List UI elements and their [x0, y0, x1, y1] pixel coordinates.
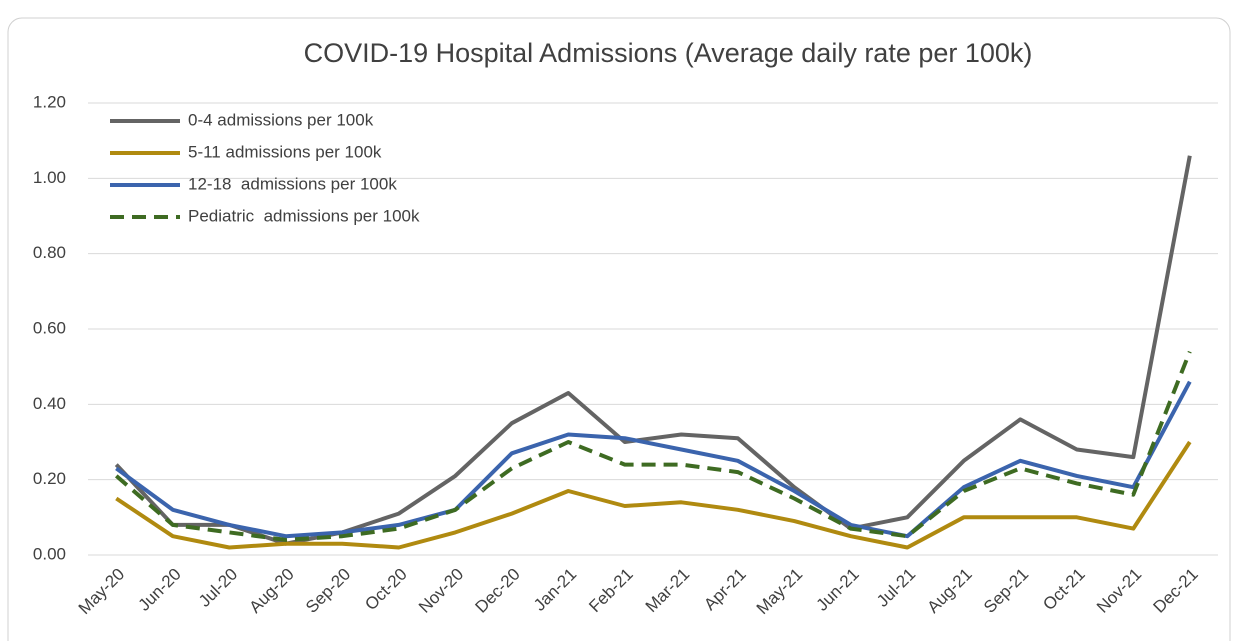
- y-tick-label: 1.20: [33, 92, 66, 111]
- series-line: [114, 350, 1192, 542]
- series-line: [115, 380, 1192, 539]
- legend-label: 12-18 admissions per 100k: [188, 174, 397, 193]
- legend-label: 5-11 admissions per 100k: [188, 142, 382, 161]
- legend-label: Pediatric admissions per 100k: [188, 206, 420, 225]
- chart-title: COVID-19 Hospital Admissions (Average da…: [304, 38, 1033, 68]
- y-tick-label: 0.60: [33, 318, 66, 337]
- y-tick-label: 0.20: [33, 469, 66, 488]
- chart-frame: [7, 17, 1231, 641]
- y-tick-label: 0.80: [33, 243, 66, 262]
- series-line: [115, 440, 1192, 550]
- y-tick-label: 0.40: [33, 394, 66, 413]
- legend-label: 0-4 admissions per 100k: [188, 110, 374, 129]
- y-tick-label: 0.00: [33, 544, 66, 563]
- y-tick-label: 1.00: [33, 168, 66, 187]
